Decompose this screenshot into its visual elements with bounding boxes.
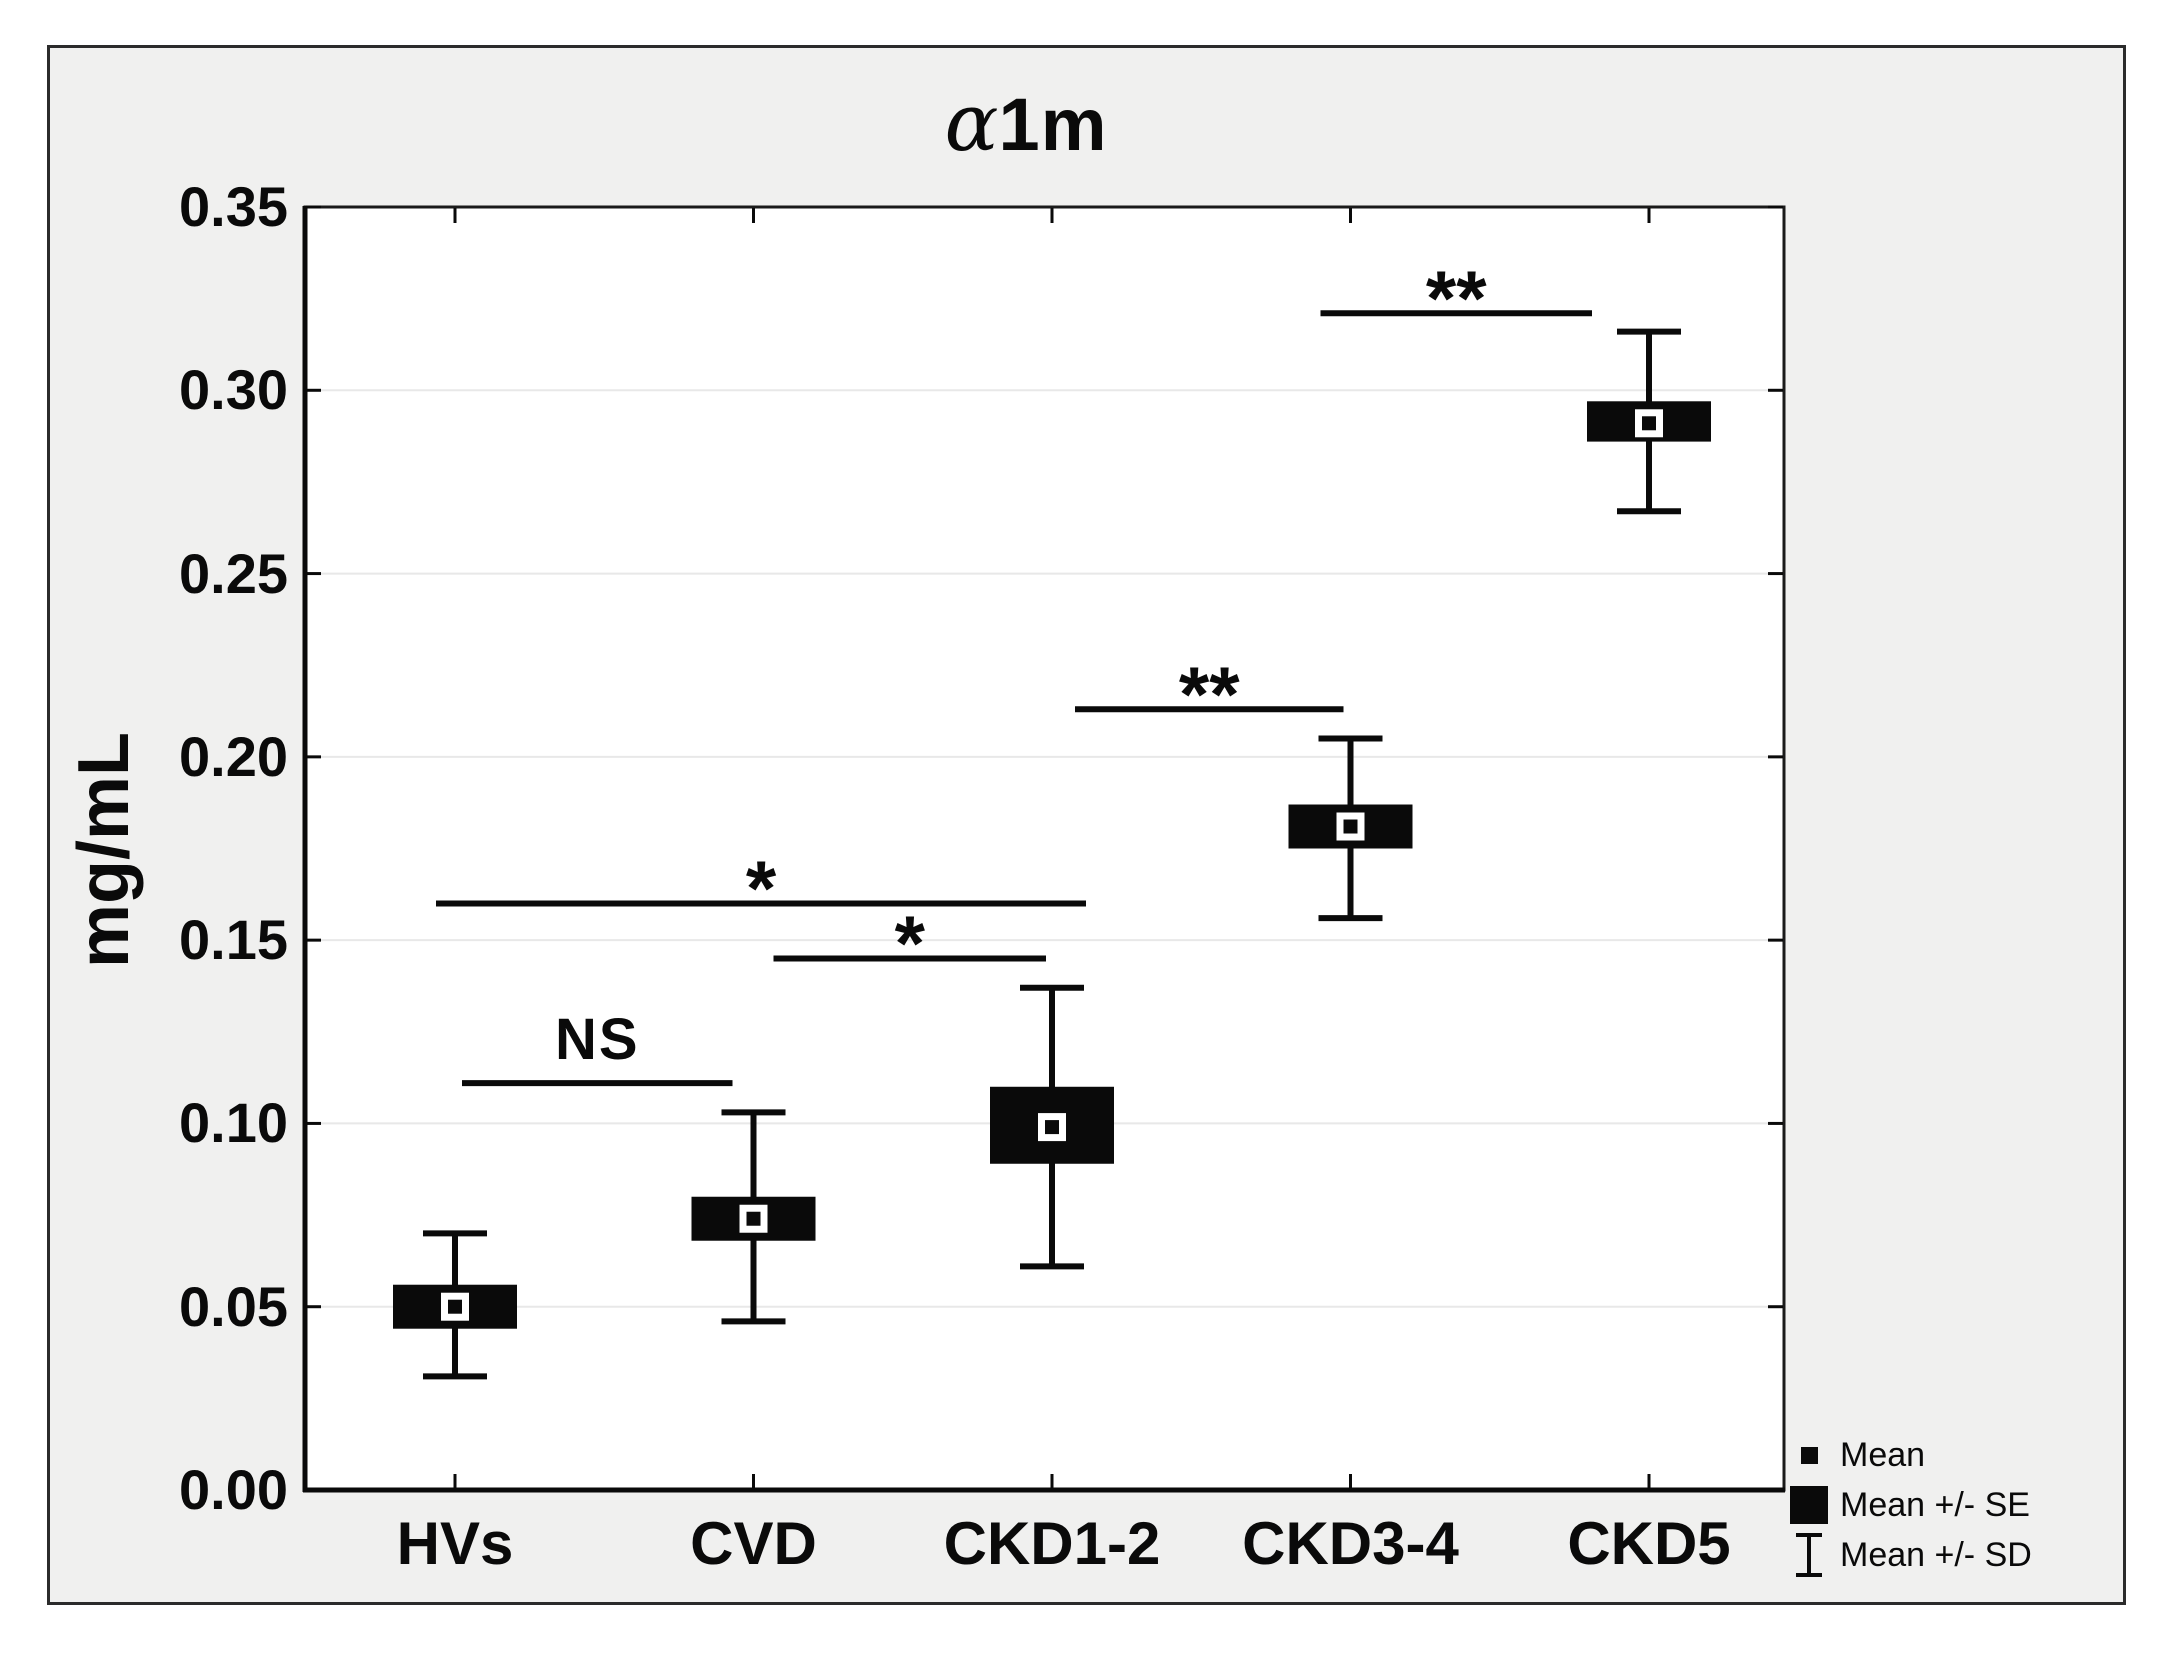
mean-marker	[448, 1299, 462, 1314]
legend-item-se: Mean +/- SE	[1786, 1480, 2032, 1530]
x-tick-label: CKD1-2	[943, 1510, 1161, 1577]
x-tick-label: CKD3-4	[1242, 1510, 1459, 1577]
x-tick-label: HVs	[396, 1510, 514, 1577]
title-alpha-glyph: α	[944, 76, 999, 169]
plot-area	[305, 207, 1784, 1490]
y-tick-label: 0.10	[179, 1091, 288, 1155]
legend-item-sd: Mean +/- SD	[1786, 1530, 2032, 1580]
y-tick-label: 0.25	[179, 541, 288, 605]
title-text: 1m	[998, 83, 1108, 166]
y-tick-label: 0.00	[179, 1458, 288, 1521]
y-tick-label: 0.05	[179, 1274, 288, 1338]
x-tick-label: CVD	[690, 1510, 817, 1577]
mean-marker-icon	[1786, 1446, 1832, 1464]
significance-label: *	[745, 844, 777, 933]
sd-whisker-icon	[1786, 1530, 1832, 1580]
y-axis-label: mg/mL	[64, 731, 144, 969]
mean-marker	[1045, 1120, 1059, 1135]
legend: Mean Mean +/- SE Mean +/- SD	[1786, 1430, 2032, 1580]
significance-label: **	[1178, 650, 1240, 739]
mean-marker	[746, 1211, 761, 1226]
x-tick-label: CKD5	[1567, 1510, 1731, 1577]
legend-label: Mean	[1840, 1435, 1926, 1474]
legend-label: Mean +/- SE	[1840, 1485, 2030, 1524]
significance-label: **	[1425, 254, 1487, 343]
legend-label: Mean +/- SD	[1840, 1535, 2032, 1574]
legend-item-mean: Mean	[1786, 1430, 2032, 1480]
y-tick-label: 0.15	[179, 908, 288, 972]
y-tick-label: 0.20	[179, 724, 288, 788]
se-box-icon	[1786, 1486, 1832, 1524]
y-tick-label: 0.35	[179, 175, 288, 238]
significance-label: NS	[554, 1007, 640, 1073]
y-tick-label: 0.30	[179, 358, 288, 422]
mean-marker	[1642, 416, 1656, 431]
chart-title: α 1m	[945, 83, 1108, 163]
significance-label: *	[894, 899, 925, 988]
mean-marker	[1343, 819, 1358, 834]
